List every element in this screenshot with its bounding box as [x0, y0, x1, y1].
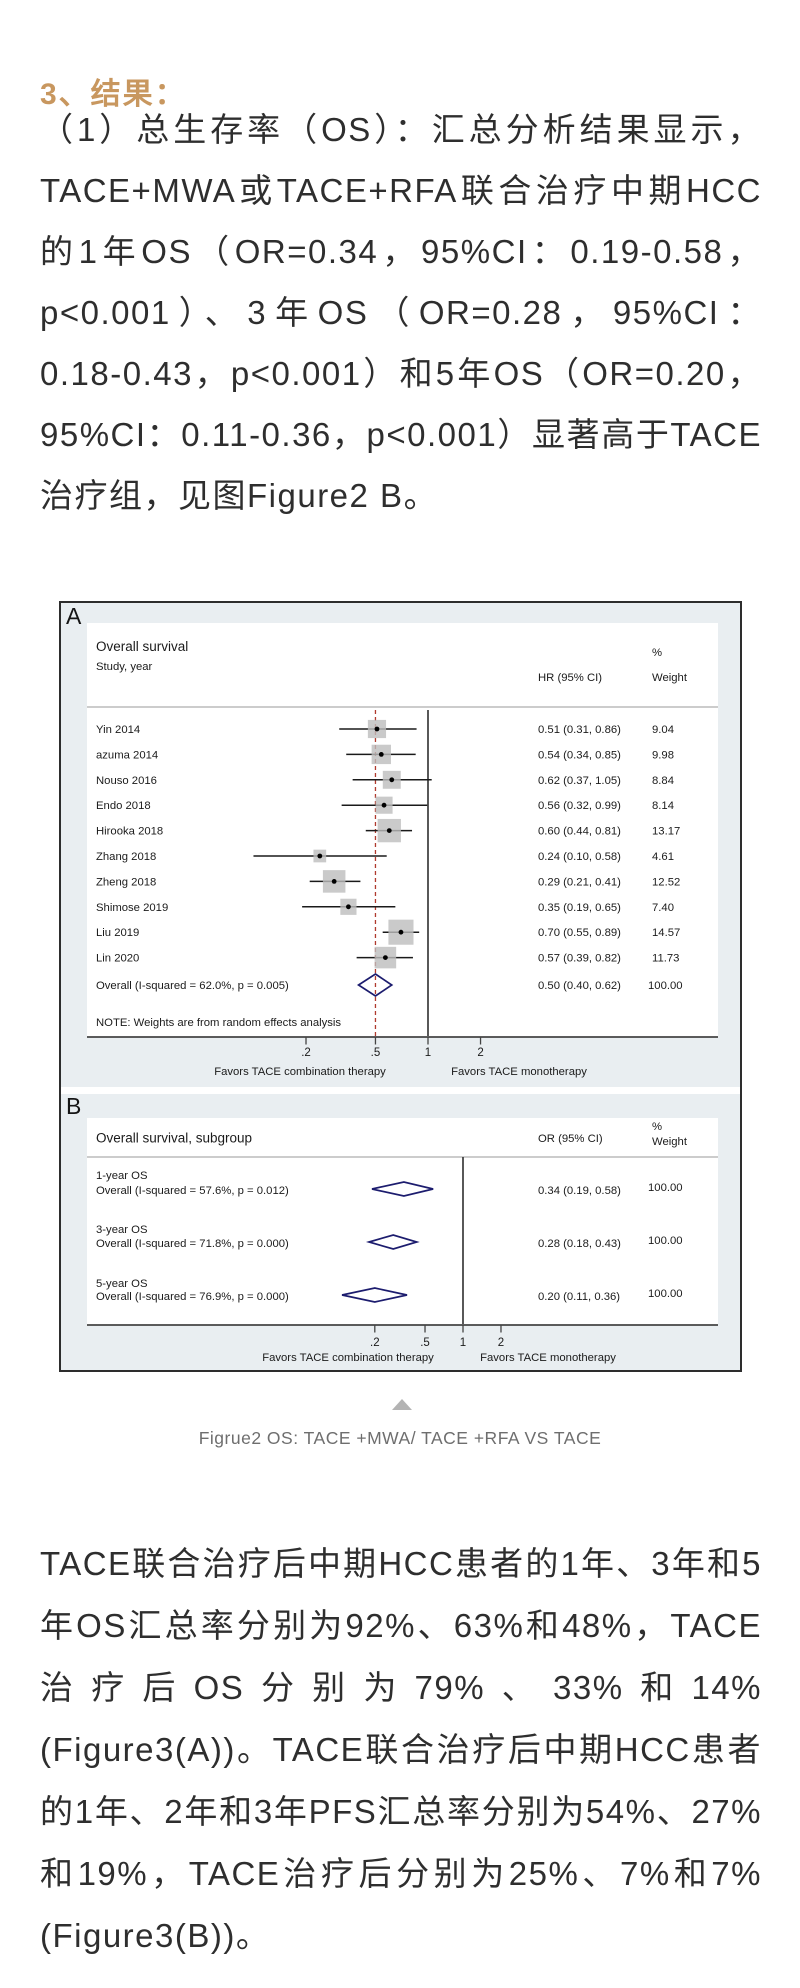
axis-tick-label: .2 [301, 1047, 311, 1059]
section-heading: 3、结果： [40, 77, 187, 111]
point-marker [389, 777, 395, 783]
col-header-study: Study, year [96, 661, 153, 673]
collapse-triangle-icon [392, 1399, 412, 1410]
weight-value: 9.04 [652, 724, 674, 736]
weight-value: 8.14 [652, 800, 674, 812]
axis-tick-label: 2 [477, 1047, 483, 1059]
forest-plot-svg: Overall survival Study, year% Weight HR (95… [87, 639, 718, 1364]
effect-value: 0.34 (0.19, 0.58) [538, 1185, 621, 1197]
axis-tick-label: 2 [498, 1337, 504, 1349]
panel-b-plot-area [87, 1118, 718, 1325]
col-header-weight: Weight [652, 1136, 688, 1148]
subgroup-overall-label: Overall (I-squared = 76.9%, p = 0.000) [96, 1291, 289, 1303]
effect-value: 0.20 (0.11, 0.36) [538, 1291, 620, 1303]
study-label: Zheng 2018 [96, 876, 156, 888]
subgroup-name: 5-year OS [96, 1278, 148, 1290]
weight-value: 9.98 [652, 749, 674, 761]
effect-value: 0.60 (0.44, 0.81) [538, 826, 621, 838]
panel-a-title: Overall survival [96, 639, 188, 654]
effect-value: 0.35 (0.19, 0.65) [538, 902, 621, 914]
subgroup-name: 1-year OS [96, 1170, 148, 1182]
point-marker [331, 879, 337, 884]
subgroup-name: 3-year OS [96, 1224, 148, 1236]
study-label: Liu 2019 [96, 927, 139, 939]
subgroup-diamond [365, 1234, 420, 1250]
effect-value: 0.57 (0.39, 0.82) [538, 953, 621, 965]
point-marker [378, 752, 384, 757]
overall-label: Overall (I-squared = 62.0%, p = 0.005) [96, 980, 289, 992]
effect-value: 0.29 (0.21, 0.41) [538, 876, 621, 888]
subgroup-diamond [341, 1287, 408, 1303]
overall-diamond [356, 972, 394, 998]
col-header-pct: % [652, 647, 662, 659]
point-marker [381, 802, 387, 808]
col-header-effect: HR (95% CI) [538, 672, 602, 684]
weight-value: 4.61 [652, 851, 674, 863]
weight-value: 14.57 [652, 927, 680, 939]
axis-tick-label: .5 [371, 1047, 381, 1059]
study-label: Yin 2014 [96, 724, 140, 736]
study-label: Endo 2018 [96, 800, 151, 812]
point-marker [382, 955, 388, 960]
panel-b-label: B [66, 1093, 82, 1119]
weight-value: 8.84 [652, 775, 674, 787]
figure2-forest-plot: A B Overall survival Study, year% Weight HR… [59, 601, 742, 1372]
col-header-weight: Weight [652, 672, 688, 684]
paragraph-pooled-rates: TACE联合治疗后中期HCC患者的1年、3年和5年OS汇总率分别为92%、63%… [40, 1545, 762, 1954]
axis-tick-label: 1 [460, 1337, 466, 1349]
point-marker [346, 904, 351, 910]
weight-value: 13.17 [652, 826, 680, 838]
col-header-pct: % [652, 1121, 662, 1133]
favors-left-label: Favors TACE combination therapy [262, 1352, 434, 1364]
study-label: azuma 2014 [96, 749, 158, 761]
weight-value: 100.00 [648, 1235, 683, 1247]
point-marker [398, 929, 404, 935]
axis-tick-label: .2 [370, 1337, 380, 1349]
effect-value: 0.28 (0.18, 0.43) [538, 1238, 621, 1250]
point-marker [386, 828, 392, 833]
study-label: Nouso 2016 [96, 775, 157, 787]
panel-a-label: A [66, 603, 82, 629]
effect-value: 0.51 (0.31, 0.86) [538, 724, 621, 736]
effect-value: 0.24 (0.10, 0.58) [538, 851, 621, 863]
point-marker [374, 726, 380, 732]
panel-divider [61, 1087, 740, 1094]
weight-value: 100.00 [648, 980, 683, 992]
weight-value: 12.52 [652, 876, 680, 888]
subgroup-diamond [371, 1181, 434, 1197]
weight-value: 100.00 [648, 1288, 683, 1300]
note-text: NOTE: Weights are from random effects an… [96, 1017, 341, 1029]
weight-value: 100.00 [648, 1182, 683, 1194]
effect-value: 0.56 (0.32, 0.99) [538, 800, 621, 812]
effect-value: 0.62 (0.37, 1.05) [538, 775, 621, 787]
effect-value: 0.54 (0.34, 0.85) [538, 749, 621, 761]
col-header-effect: OR (95% CI) [538, 1133, 603, 1145]
effect-value: 0.50 (0.40, 0.62) [538, 980, 621, 992]
subgroup-overall-label: Overall (I-squared = 71.8%, p = 0.000) [96, 1238, 289, 1250]
point-marker [317, 853, 323, 859]
axis-tick-label: 1 [425, 1047, 431, 1059]
figure-caption: Figrue2 OS: TACE +MWA/ TACE +RFA VS TACE [198, 1428, 602, 1448]
weight-value: 7.40 [652, 902, 674, 914]
panel-b-title: Overall survival, subgroup [96, 1131, 252, 1146]
favors-right-label: Favors TACE monotherapy [480, 1352, 616, 1364]
effect-value: 0.70 (0.55, 0.89) [538, 927, 621, 939]
axis-tick-label: .5 [420, 1337, 430, 1349]
favors-right-label: Favors TACE monotherapy [451, 1066, 587, 1078]
paragraph-os-results: （1）总生存率（OS）：汇总分析结果显示，TACE+MWA或TACE+RFA联合… [40, 111, 762, 514]
study-label: Hirooka 2018 [96, 826, 163, 838]
study-label: Lin 2020 [96, 953, 139, 965]
favors-left-label: Favors TACE combination therapy [214, 1066, 386, 1078]
study-label: Shimose 2019 [96, 902, 168, 914]
weight-value: 11.73 [652, 953, 679, 965]
subgroup-overall-label: Overall (I-squared = 57.6%, p = 0.012) [96, 1185, 289, 1197]
study-label: Zhang 2018 [96, 851, 156, 863]
